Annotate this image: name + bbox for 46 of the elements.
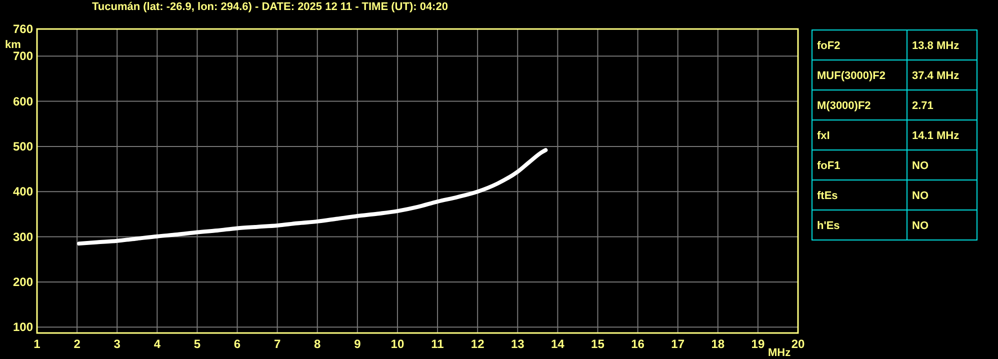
x-tick-label: 1 — [34, 337, 41, 351]
text: 13.8 MHz — [912, 40, 960, 52]
x-tick-label: 5 — [194, 337, 201, 351]
y-tick-label: 600 — [12, 94, 34, 108]
x-tick-label: 13 — [510, 337, 525, 351]
x-tick-label: 20 — [791, 337, 805, 351]
x-tick-label: 19 — [751, 337, 765, 351]
x-tick-label: 3 — [114, 337, 121, 351]
text: NO — [912, 220, 929, 232]
y-tick-label: 700 — [12, 49, 34, 64]
text: M(3000)F2 — [817, 100, 871, 112]
text: foF1 — [817, 160, 840, 172]
x-tick-label: 6 — [234, 337, 241, 351]
y-tick-label: 300 — [12, 230, 34, 244]
y-tick-label: 760 — [12, 22, 34, 36]
x-tick-label: 11 — [431, 337, 444, 351]
y-axis-title: km — [5, 39, 22, 51]
text: MUF(3000)F2 — [817, 70, 886, 82]
x-tick-label: 16 — [631, 337, 645, 351]
x-tick-label: 7 — [274, 337, 281, 351]
text: 14.1 MHz — [912, 130, 960, 142]
text: NO — [912, 160, 929, 172]
x-tick-label: 8 — [314, 337, 322, 351]
text: 37.4 MHz — [912, 70, 960, 82]
text: 2.71 — [912, 100, 934, 112]
y-tick-label: 200 — [12, 274, 34, 289]
text: foF2 — [817, 40, 840, 52]
x-tick-label: 10 — [390, 337, 404, 351]
x-tick-label: 14 — [551, 337, 565, 351]
y-tick-label: 500 — [12, 139, 34, 154]
text: fxI — [817, 130, 830, 142]
x-tick-label: 4 — [154, 337, 161, 351]
y-tick-label: 100 — [12, 320, 34, 334]
x-tick-label: 17 — [671, 337, 685, 351]
x-axis-title: MHz — [768, 347, 792, 359]
x-tick-label: 18 — [711, 337, 725, 351]
x-tick-label: 12 — [470, 337, 485, 351]
x-tick-label: 15 — [591, 337, 605, 351]
chart-title: Tucumán (lat: -26.9, lon: 294.6) - DATE: 2025 12 11 - TIME (UT): 04:20 — [92, 1, 448, 13]
x-tick-label: 2 — [74, 337, 81, 351]
text: NO — [912, 190, 929, 202]
line-series — [77, 148, 548, 246]
y-tick-label: 400 — [12, 184, 34, 199]
text: h'Es — [817, 220, 840, 232]
text: ftEs — [817, 190, 838, 202]
x-tick-label: 9 — [354, 337, 362, 351]
